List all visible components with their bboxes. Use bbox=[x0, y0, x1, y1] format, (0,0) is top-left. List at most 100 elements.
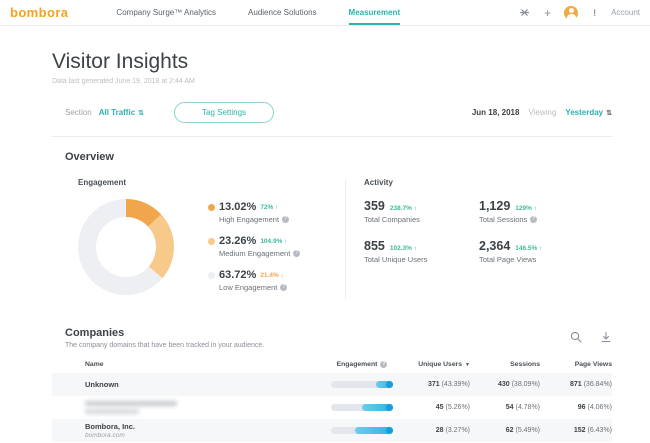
nav-right-actions: + ! Account bbox=[518, 0, 640, 25]
companies-section: Companies The company domains that have … bbox=[52, 327, 612, 442]
low-engagement-dot bbox=[208, 271, 215, 279]
sessions-cell: 430 (38.09%) bbox=[497, 381, 540, 388]
total-page-views-value: 2,364 bbox=[479, 239, 511, 253]
redacted-company-name bbox=[85, 401, 177, 406]
page-title: Visitor Insights bbox=[52, 50, 189, 73]
low-engagement-delta: 21.4% ↓ bbox=[260, 271, 284, 279]
high-engagement-label: High Engagement bbox=[219, 215, 280, 224]
column-header-sessions[interactable]: Sessions bbox=[510, 361, 540, 368]
total-unique-users-value: 855 bbox=[364, 239, 385, 253]
stat-total-companies: 359 238.7% ↑ Total Companies bbox=[364, 199, 479, 224]
engagement-bar bbox=[331, 404, 393, 411]
table-row[interactable]: Bombora, Inc. bombora.com 28 (3.27%) 62 … bbox=[52, 419, 612, 442]
column-header-page-views[interactable]: Page Views bbox=[574, 361, 612, 368]
column-header-engagement[interactable]: Engagement ? bbox=[336, 361, 388, 368]
engagement-donut-chart bbox=[78, 199, 174, 295]
search-icon[interactable] bbox=[570, 331, 582, 343]
engagement-bar bbox=[331, 381, 394, 388]
vertical-divider bbox=[345, 180, 346, 299]
page-views-cell: 152 (6.43%) bbox=[573, 427, 612, 434]
redacted-company-domain bbox=[85, 409, 139, 414]
top-nav: bombora Company Surge™ Analytics Audienc… bbox=[0, 0, 650, 26]
total-unique-users-delta: 102.3% ↑ bbox=[389, 245, 417, 252]
column-header-unique-users[interactable]: Unique Users ▼ bbox=[418, 361, 470, 368]
total-sessions-value: 1,129 bbox=[479, 199, 511, 213]
nav-item-company-surge[interactable]: Company Surge™ Analytics bbox=[116, 8, 217, 17]
total-page-views-delta: 146.5% ↑ bbox=[515, 245, 543, 252]
stat-total-sessions: 1,129 129% ↑ Total Sessions ? bbox=[479, 199, 612, 224]
low-engagement-label: Low Engagement bbox=[219, 283, 278, 292]
legend-item-medium: 23.26% 104.9% ↑ Medium Engagement ? bbox=[208, 235, 301, 258]
overview-section: Overview Engagement 13.02% 72% ↑ bbox=[52, 151, 612, 303]
high-engagement-dot bbox=[208, 203, 215, 211]
activity-panel: Activity 359 238.7% ↑ Total Companies 1,… bbox=[346, 178, 612, 303]
info-icon[interactable]: ? bbox=[280, 284, 288, 291]
table-header: Name Engagement ? Unique Users ▼ Session… bbox=[52, 361, 612, 373]
bombora-logo[interactable]: bombora bbox=[10, 5, 69, 20]
data-generated-note: Data last generated June 19, 2018 at 2:4… bbox=[52, 78, 195, 85]
page-views-cell: 871 (36.84%) bbox=[569, 381, 612, 388]
legend-item-low: 63.72% 21.4% ↓ Low Engagement ? bbox=[208, 269, 300, 292]
table-row[interactable]: 45 (5.26%) 54 (4.78%) 96 (4.06%) bbox=[52, 396, 612, 419]
info-icon[interactable]: ? bbox=[282, 216, 290, 223]
nav-item-audience-solutions[interactable]: Audience Solutions bbox=[248, 8, 317, 17]
section-divider bbox=[52, 136, 612, 137]
add-icon[interactable]: + bbox=[544, 5, 552, 20]
info-icon[interactable]: ? bbox=[293, 250, 301, 257]
tag-settings-button[interactable]: Tag Settings bbox=[174, 102, 275, 123]
sparkle-icon[interactable] bbox=[518, 6, 531, 19]
column-header-name[interactable]: Name bbox=[85, 361, 104, 368]
section-dropdown[interactable]: All Traffic ⇅ bbox=[99, 108, 144, 117]
company-name: Bombora, Inc. bbox=[85, 422, 136, 431]
low-engagement-value: 63.72% bbox=[219, 269, 257, 281]
unique-users-cell: 28 (3.27%) bbox=[435, 427, 470, 434]
sort-desc-icon: ▼ bbox=[465, 361, 470, 368]
nav-item-measurement[interactable]: Measurement bbox=[348, 0, 401, 25]
account-menu[interactable]: Account bbox=[611, 8, 640, 17]
total-companies-delta: 238.7% ↑ bbox=[389, 205, 417, 212]
main-content: Visitor Insights Data last generated Jun… bbox=[0, 50, 650, 442]
engagement-bar bbox=[331, 427, 394, 434]
controls-row: Section All Traffic ⇅ Tag Settings Jun 1… bbox=[52, 102, 612, 123]
section-value: All Traffic bbox=[98, 108, 136, 117]
total-sessions-delta: 129% ↑ bbox=[515, 205, 537, 212]
unique-users-cell: 45 (5.26%) bbox=[435, 404, 470, 411]
info-icon[interactable]: ? bbox=[380, 361, 388, 368]
high-engagement-value: 13.02% bbox=[219, 201, 257, 213]
company-name: Unknown bbox=[85, 380, 119, 389]
total-companies-value: 359 bbox=[364, 199, 385, 213]
company-domain: bombora.com bbox=[85, 432, 125, 439]
total-sessions-label: Total Sessions bbox=[479, 215, 528, 224]
legend-item-high: 13.02% 72% ↑ High Engagement ? bbox=[208, 201, 300, 224]
viewing-dropdown[interactable]: Yesterday ⇅ bbox=[565, 108, 612, 117]
viewing-value: Yesterday bbox=[565, 108, 604, 117]
date-label: Jun 18, 2018 bbox=[471, 108, 520, 117]
total-companies-label: Total Companies bbox=[364, 215, 420, 224]
total-page-views-label: Total Page Views bbox=[479, 255, 537, 264]
overview-title: Overview bbox=[65, 151, 114, 163]
sessions-cell: 54 (4.78%) bbox=[505, 404, 540, 411]
medium-engagement-value: 23.26% bbox=[219, 235, 257, 247]
companies-title: Companies bbox=[65, 327, 125, 339]
activity-label: Activity bbox=[364, 178, 393, 187]
info-icon[interactable]: ? bbox=[530, 216, 538, 223]
medium-engagement-delta: 104.9% ↑ bbox=[260, 237, 288, 245]
download-icon[interactable] bbox=[600, 331, 612, 343]
notification-icon[interactable]: ! bbox=[593, 7, 597, 18]
sort-icon: ⇅ bbox=[606, 109, 612, 117]
engagement-legend: 13.02% 72% ↑ High Engagement ? bbox=[208, 201, 301, 303]
section-label: Section bbox=[65, 108, 92, 117]
user-avatar[interactable] bbox=[564, 5, 579, 20]
medium-engagement-dot bbox=[208, 237, 215, 245]
total-unique-users-label: Total Unique Users bbox=[364, 255, 428, 264]
sort-icon: ⇅ bbox=[138, 109, 145, 117]
table-row[interactable]: Unknown 371 (43.39%) 430 (38.09%) 871 (3… bbox=[52, 373, 612, 396]
engagement-label: Engagement bbox=[78, 178, 127, 187]
page-views-cell: 96 (4.06%) bbox=[577, 404, 612, 411]
sessions-cell: 62 (5.49%) bbox=[505, 427, 540, 434]
companies-subtitle: The company domains that have been track… bbox=[65, 342, 265, 349]
unique-users-cell: 371 (43.39%) bbox=[427, 381, 470, 388]
stat-total-page-views: 2,364 146.5% ↑ Total Page Views bbox=[479, 239, 612, 264]
engagement-panel: Engagement 13.02% 72% ↑ bbox=[52, 178, 345, 303]
